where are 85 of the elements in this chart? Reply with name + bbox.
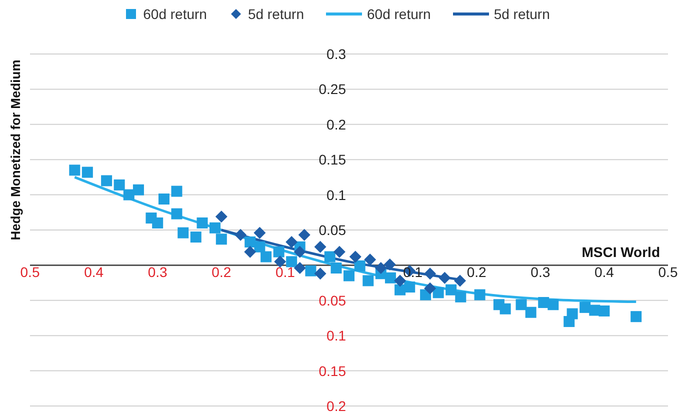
point — [294, 262, 306, 274]
point — [364, 254, 376, 266]
legend-label: 60d return — [143, 6, 207, 22]
point — [215, 210, 228, 223]
point — [190, 232, 202, 243]
point — [178, 227, 189, 238]
point — [123, 189, 134, 200]
point — [216, 234, 227, 245]
point — [254, 241, 266, 252]
point — [305, 265, 316, 276]
point — [132, 184, 144, 196]
x-tick-label: 0.5 — [20, 264, 40, 280]
point — [384, 272, 396, 284]
legend-label: 60d return — [367, 6, 431, 22]
point — [454, 274, 466, 287]
x-tick-label: 0.4 — [594, 264, 614, 280]
point — [424, 282, 436, 294]
point — [333, 246, 346, 258]
point — [314, 240, 326, 253]
point — [548, 299, 559, 310]
point — [630, 311, 642, 322]
point — [274, 256, 286, 268]
point — [210, 222, 221, 234]
point — [374, 262, 387, 274]
x-tick-label: 0.1 — [275, 264, 296, 280]
point — [294, 246, 306, 258]
point — [330, 262, 342, 274]
point — [314, 268, 326, 280]
point — [152, 217, 164, 228]
y-tick-label: 0.3 — [326, 46, 346, 62]
x-tick-label: 0.5 — [658, 264, 678, 280]
point — [344, 270, 354, 282]
x-tick-label: 0.4 — [84, 264, 104, 280]
y-tick-label: 0.05 — [318, 292, 346, 308]
point — [260, 251, 272, 262]
point — [424, 268, 436, 280]
point — [349, 250, 362, 263]
point — [254, 226, 266, 239]
y-tick-label: 0.2 — [326, 116, 346, 132]
point — [525, 306, 536, 318]
point — [455, 291, 466, 302]
y-tick-label: 0.1 — [326, 186, 346, 203]
point — [273, 246, 284, 258]
point — [384, 258, 396, 270]
point — [354, 260, 366, 272]
point — [474, 289, 486, 300]
point — [286, 236, 298, 248]
y-tick-label: 0.2 — [326, 398, 346, 414]
x-tick-label: 0.3 — [530, 264, 550, 280]
y-tick-label: 0.15 — [318, 152, 346, 168]
point — [516, 299, 527, 310]
y-axis-title: Hedge Monetized for Medium — [8, 60, 23, 240]
point — [158, 194, 170, 205]
point — [404, 282, 416, 293]
point — [234, 228, 247, 241]
point — [244, 246, 256, 258]
point — [446, 284, 457, 296]
point — [362, 275, 374, 286]
x-tick-label: 0.2 — [466, 264, 487, 280]
point — [324, 251, 336, 262]
x-tick-label: 0.2 — [212, 264, 232, 280]
point — [82, 166, 93, 178]
point — [171, 208, 182, 220]
point — [500, 303, 511, 314]
point — [598, 305, 610, 316]
y-tick-label: 0.25 — [318, 81, 346, 98]
y-tick-label: 0.05 — [318, 222, 346, 238]
point — [69, 164, 80, 176]
legend-label: 5d return — [494, 6, 550, 22]
legend-label: 5d return — [248, 6, 304, 22]
point — [298, 228, 310, 241]
y-tick-label: 0.1 — [326, 328, 346, 344]
x-tick-label: 0.3 — [148, 264, 168, 280]
point — [196, 217, 208, 228]
point — [101, 175, 112, 186]
point — [114, 179, 125, 190]
point — [171, 186, 182, 197]
point — [580, 302, 591, 313]
point — [438, 272, 451, 284]
point — [432, 287, 444, 298]
x-axis-title: MSCI World — [582, 244, 660, 260]
y-tick-label: 0.15 — [318, 362, 346, 379]
point — [286, 256, 298, 268]
point — [244, 236, 256, 248]
point — [566, 308, 578, 320]
